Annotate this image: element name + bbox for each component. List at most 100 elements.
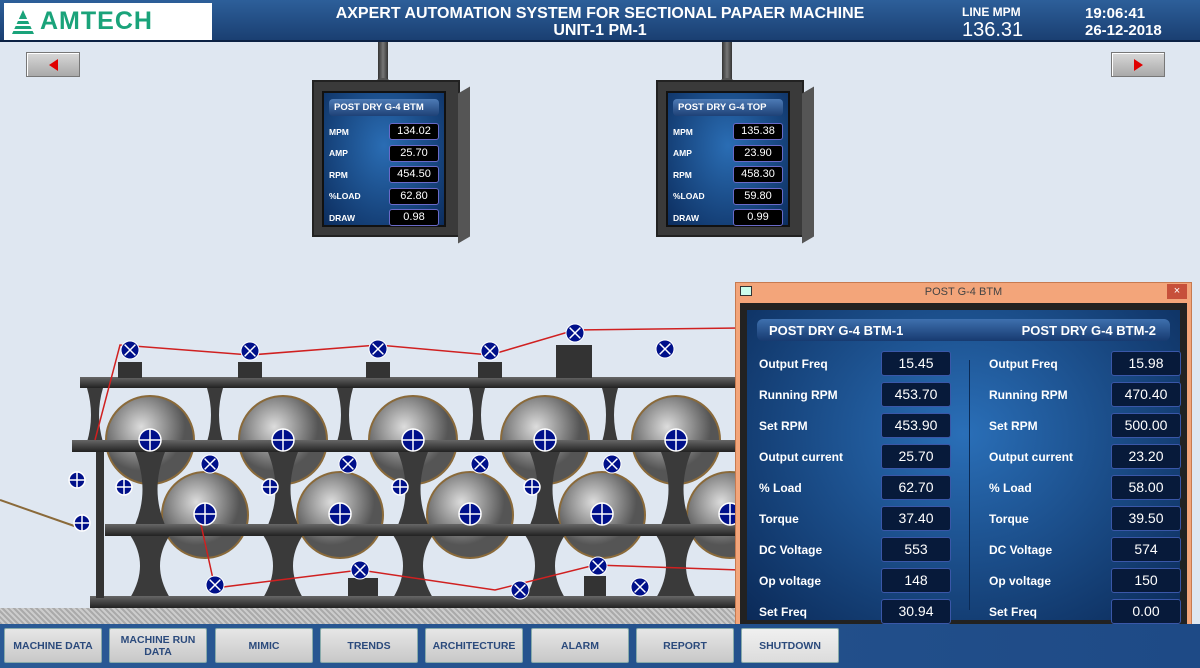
menu-shutdown[interactable]: SHUTDOWN [741,628,839,663]
dryer-section-mimic [0,323,740,608]
page-title: AXPERT AUTOMATION SYSTEM FOR SECTIONAL P… [260,5,940,39]
row-label: DRAW [673,212,699,223]
amp-value: 23.90 [733,144,783,162]
parameter-label: Op voltage [989,573,1052,588]
parameter-value: 25.70 [881,444,951,469]
title-line-2: UNIT-1 PM-1 [553,22,647,39]
menu-report[interactable]: REPORT [636,628,734,663]
cylinder-hub-mark [392,479,408,495]
divider [969,360,970,610]
row-label: DRAW [329,212,355,223]
popup-titlebar[interactable]: POST G-4 BTM × [736,283,1191,301]
amp-value: 25.70 [389,144,439,162]
parameter-row: Set Freq 30.94 [751,596,951,627]
menu-machine-run-data[interactable]: MACHINE RUN DATA [109,628,207,663]
parameter-value: 62.70 [881,475,951,500]
amtech-logo: AMTECH [4,3,212,40]
base-rail [90,596,740,608]
top-rail [80,377,740,388]
panel-title: POST DRY G-4 TOP [673,99,783,116]
menu-architecture[interactable]: ARCHITECTURE [425,628,523,663]
parameter-value: 0.00 [1111,599,1181,624]
parameter-row: DC Voltage 553 [751,534,951,565]
frame-post [96,452,104,598]
frame-column [268,452,298,525]
parameter-value: 470.40 [1111,382,1181,407]
frame-column [661,452,691,525]
drive-detail-popup[interactable]: POST G-4 BTM × POST DRY G-4 BTM-1 POST DR… [735,282,1192,632]
menu-alarm[interactable]: ALARM [531,628,629,663]
frame-column [135,452,165,525]
menu-trends[interactable]: TRENDS [320,628,418,663]
guide-roll-mark [372,343,384,355]
parameter-label: Set RPM [989,418,1038,433]
frame-strut [207,388,223,442]
cylinder-hub-mark [194,503,216,525]
previous-page-button[interactable] [26,52,80,77]
close-button[interactable]: × [1167,284,1187,299]
roll-stand [118,362,142,378]
draw-value: 0.99 [733,209,783,227]
bottom-menu: MACHINE DATA MACHINE RUN DATA MIMIC TREN… [0,624,1200,668]
drive-1-values: Output Freq 15.45 Running RPM 453.70 Set RPM… [751,348,951,627]
menu-mimic[interactable]: MIMIC [215,628,313,663]
parameter-label: Output current [759,449,843,464]
frame-strut [337,388,353,442]
guide-roll-mark [569,327,581,339]
cylinder-hub-mark [329,503,351,525]
guide-roll-mark [474,458,486,470]
parameter-label: Output Freq [989,356,1058,371]
clock-date: 26-12-2018 [1085,22,1162,39]
cylinder-hub-mark [534,429,556,451]
line-mpm-label: LINE MPM [962,5,1021,19]
parameter-value: 30.94 [881,599,951,624]
row-label: %LOAD [329,191,361,202]
row-label: RPM [673,169,692,180]
parameter-row: Running RPM 453.70 [751,379,951,410]
parameter-label: Set Freq [989,604,1038,619]
clock-time: 19:06:41 [1085,5,1146,22]
load-value: 59.80 [733,187,783,205]
line-mpm-value: 136.31 [962,19,1024,41]
rpm-value: 454.50 [389,166,439,184]
row-label: %LOAD [673,191,705,202]
frame-column [130,535,170,598]
parameter-row: Running RPM 470.40 [981,379,1181,410]
menu-machine-data[interactable]: MACHINE DATA [4,628,102,663]
parameter-value: 58.00 [1111,475,1181,500]
parameter-row: Output Freq 15.45 [751,348,951,379]
panel-post-dry-g4-top[interactable]: POST DRY G-4 TOP MPM 135.38 AMP 23.90 RPM 4… [656,80,814,244]
parameter-value: 15.98 [1111,351,1181,376]
cylinder-hub-mark [591,503,613,525]
next-page-button[interactable] [1111,52,1165,77]
cylinder-hub-mark [74,515,90,531]
parameter-row: Torque 39.50 [981,503,1181,534]
load-value: 62.80 [389,187,439,205]
roll-stand [478,362,502,378]
popup-title: POST G-4 BTM [924,286,1003,298]
drive-1-name: POST DRY G-4 BTM-1 [769,322,904,338]
triangle-left-icon [48,58,58,71]
cylinder-hub-mark [116,479,132,495]
cylinder-hub-mark [402,429,424,451]
guide-roll-mark [606,458,618,470]
frame-column [656,535,696,598]
guide-roll-mark [204,458,216,470]
parameter-label: % Load [759,480,802,495]
parameter-value: 500.00 [1111,413,1181,438]
cylinder-hub-mark [139,429,161,451]
guide-roll-mark [124,344,136,356]
parameter-row: Op voltage 148 [751,565,951,596]
title-line-1: AXPERT AUTOMATION SYSTEM FOR SECTIONAL P… [335,5,865,22]
panel-post-dry-g4-btm[interactable]: POST DRY G-4 BTM MPM 134.02 AMP 25.70 RPM 4… [312,80,470,244]
frame-strut [469,388,485,442]
guide-roll-mark [514,584,526,596]
guide-roll-mark [244,345,256,357]
lower-rail [105,524,740,536]
parameter-value: 453.70 [881,382,951,407]
cylinder-hub-mark [69,472,85,488]
row-label: AMP [329,148,348,159]
guide-roll-mark [342,458,354,470]
parameter-value: 37.40 [881,506,951,531]
parameter-label: Running RPM [989,387,1068,402]
